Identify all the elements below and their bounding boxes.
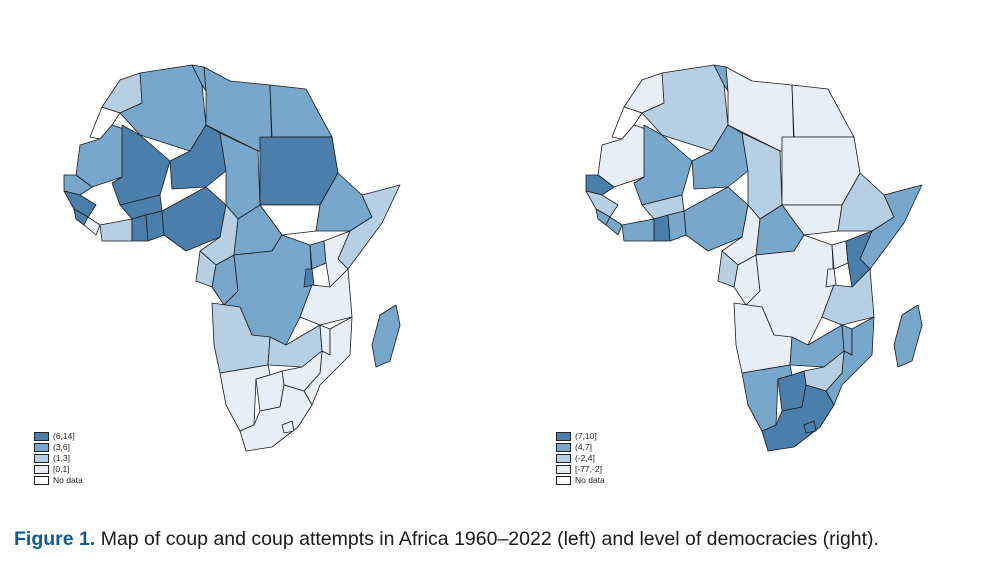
region-ivory-coast [621,218,655,242]
region-drc [745,234,835,346]
legend-swatch [556,431,571,441]
region-guinea [585,190,619,218]
democracy-map: (7,10] (4,7] (-2,4] [-77,-2] No data [542,55,962,505]
legend-item: No data [556,475,605,485]
democracy-legend: (7,10] (4,7] (-2,4] [-77,-2] No data [556,431,605,486]
coup-map-svg [63,64,401,452]
legend-label: [0,1] [53,464,70,474]
region-lesotho [281,420,295,434]
region-senegal [585,174,615,196]
caption-label: Figure 1. [14,528,96,550]
region-liberia [605,216,623,236]
caption-text: Map of coup and coup attempts in Africa … [100,528,879,550]
legend-item: (7,10] [556,431,605,441]
region-drc [223,234,313,346]
figure-caption: Figure 1. Map of coup and coup attempts … [14,528,986,551]
legend-item: [-77,-2] [556,464,605,474]
legend-swatch [556,475,571,485]
legend-swatch [34,453,49,463]
legend-swatch [34,431,49,441]
legend-item: (3,6] [34,442,83,452]
legend-item: No data [34,475,83,485]
region-ghana [653,214,671,242]
legend-label: (-2,4] [575,453,595,463]
legend-swatch [556,464,571,474]
legend-swatch [556,442,571,452]
region-senegal [63,174,93,196]
legend-item: [0,1] [34,464,83,474]
region-liberia [83,216,101,236]
region-guinea [63,190,97,218]
legend-label: [-77,-2] [575,464,602,474]
legend-label: (1,3] [53,453,71,463]
legend-label: (4,7] [575,442,593,452]
region-togo-benin [145,210,165,242]
legend-swatch [34,475,49,485]
region-uganda [831,240,849,270]
legend-item: (4,7] [556,442,605,452]
region-madagascar [893,304,923,368]
coup-map: (6,14] (3,6] (1,3] [0,1] No data [20,55,440,505]
legend-label: (7,10] [575,431,597,441]
region-south-africa [239,384,313,452]
region-namibia [741,364,793,432]
region-ghana [131,214,149,242]
region-lesotho [803,420,817,434]
legend-label: (6,14] [53,431,75,441]
legend-item: (6,14] [34,431,83,441]
region-ivory-coast [99,218,133,242]
democracy-map-svg [585,64,923,452]
region-egypt [269,84,333,138]
legend-swatch [34,442,49,452]
region-rwanda-burundi [303,268,315,288]
legend-swatch [34,464,49,474]
legend-item: (-2,4] [556,453,605,463]
region-uganda [309,240,327,270]
region-madagascar [371,304,401,368]
region-western-sahara [611,106,643,140]
region-south-africa [761,384,835,452]
legend-item: (1,3] [34,453,83,463]
legend-swatch [556,453,571,463]
region-western-sahara [89,106,121,140]
legend-label: No data [53,475,83,485]
region-rwanda-burundi [825,268,837,288]
region-namibia [219,364,271,432]
legend-label: No data [575,475,605,485]
region-egypt [791,84,855,138]
legend-label: (3,6] [53,442,71,452]
region-togo-benin [667,210,687,242]
coup-legend: (6,14] (3,6] (1,3] [0,1] No data [34,431,83,486]
